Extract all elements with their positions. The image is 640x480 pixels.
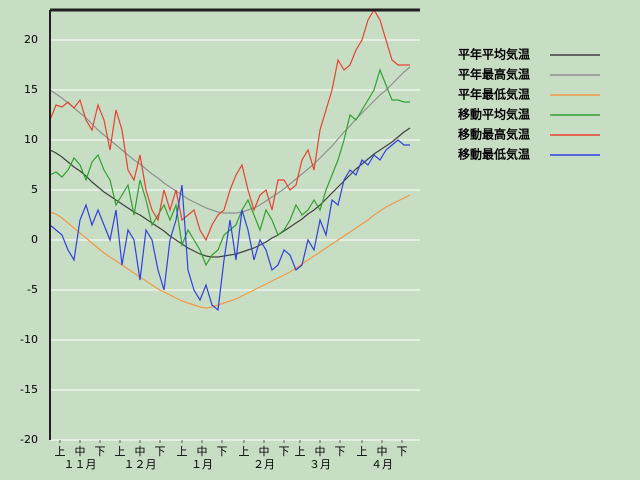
x-tick-label: 下 — [335, 445, 346, 458]
x-tick-label: 下 — [279, 445, 290, 458]
x-tick-label: 下 — [217, 445, 228, 458]
y-tick-label: 0 — [31, 233, 38, 246]
month-label: １月 — [191, 458, 213, 471]
legend-label: 移動平均気温 — [458, 107, 530, 122]
y-tick-label: -10 — [20, 333, 38, 346]
y-tick-label: -20 — [20, 433, 38, 446]
x-tick-label: 中 — [75, 445, 86, 458]
series-line — [49, 68, 410, 267]
legend-label: 移動最高気温 — [458, 127, 530, 142]
x-tick-label: 上 — [357, 445, 368, 458]
y-tick-label: 10 — [24, 133, 38, 146]
y-tick-label: 20 — [24, 33, 38, 46]
grid — [50, 39, 420, 443]
month-label: ３月 — [309, 458, 331, 471]
legend-label: 平年最低気温 — [458, 87, 530, 102]
month-label: １１月 — [64, 458, 97, 471]
month-label: ２月 — [253, 458, 275, 471]
series-line — [49, 139, 410, 312]
x-tick-label: 下 — [397, 445, 408, 458]
y-tick-label: 5 — [31, 183, 38, 196]
y-tick-label: -15 — [20, 383, 38, 396]
x-tick-label: 中 — [135, 445, 146, 458]
legend-label: 移動最低気温 — [458, 147, 530, 162]
x-tick-label: 上 — [239, 445, 250, 458]
x-tick-label: 下 — [155, 445, 166, 458]
legend-label: 平年平均気温 — [458, 47, 530, 62]
x-tick-label: 上 — [295, 445, 306, 458]
x-tick-label: 上 — [115, 445, 126, 458]
series-line — [49, 127, 411, 258]
legend-label: 平年最高気温 — [458, 67, 530, 82]
x-tick-label: 中 — [259, 445, 270, 458]
y-tick-label: 15 — [24, 83, 38, 96]
lines — [49, 8, 411, 312]
series-line — [49, 8, 410, 242]
labels: -20-15-10-505101520上中下上中下上中下上中下上中下上中下１１月… — [20, 33, 600, 471]
x-tick-label: 上 — [177, 445, 188, 458]
month-label: ４月 — [371, 458, 393, 471]
x-tick-label: 上 — [55, 445, 66, 458]
series-line — [49, 194, 411, 309]
x-tick-label: 中 — [315, 445, 326, 458]
y-tick-label: -5 — [27, 283, 38, 296]
x-tick-label: 中 — [377, 445, 388, 458]
month-label: １２月 — [124, 458, 157, 471]
x-tick-label: 下 — [95, 445, 106, 458]
x-tick-label: 中 — [197, 445, 208, 458]
series-line — [49, 66, 411, 214]
